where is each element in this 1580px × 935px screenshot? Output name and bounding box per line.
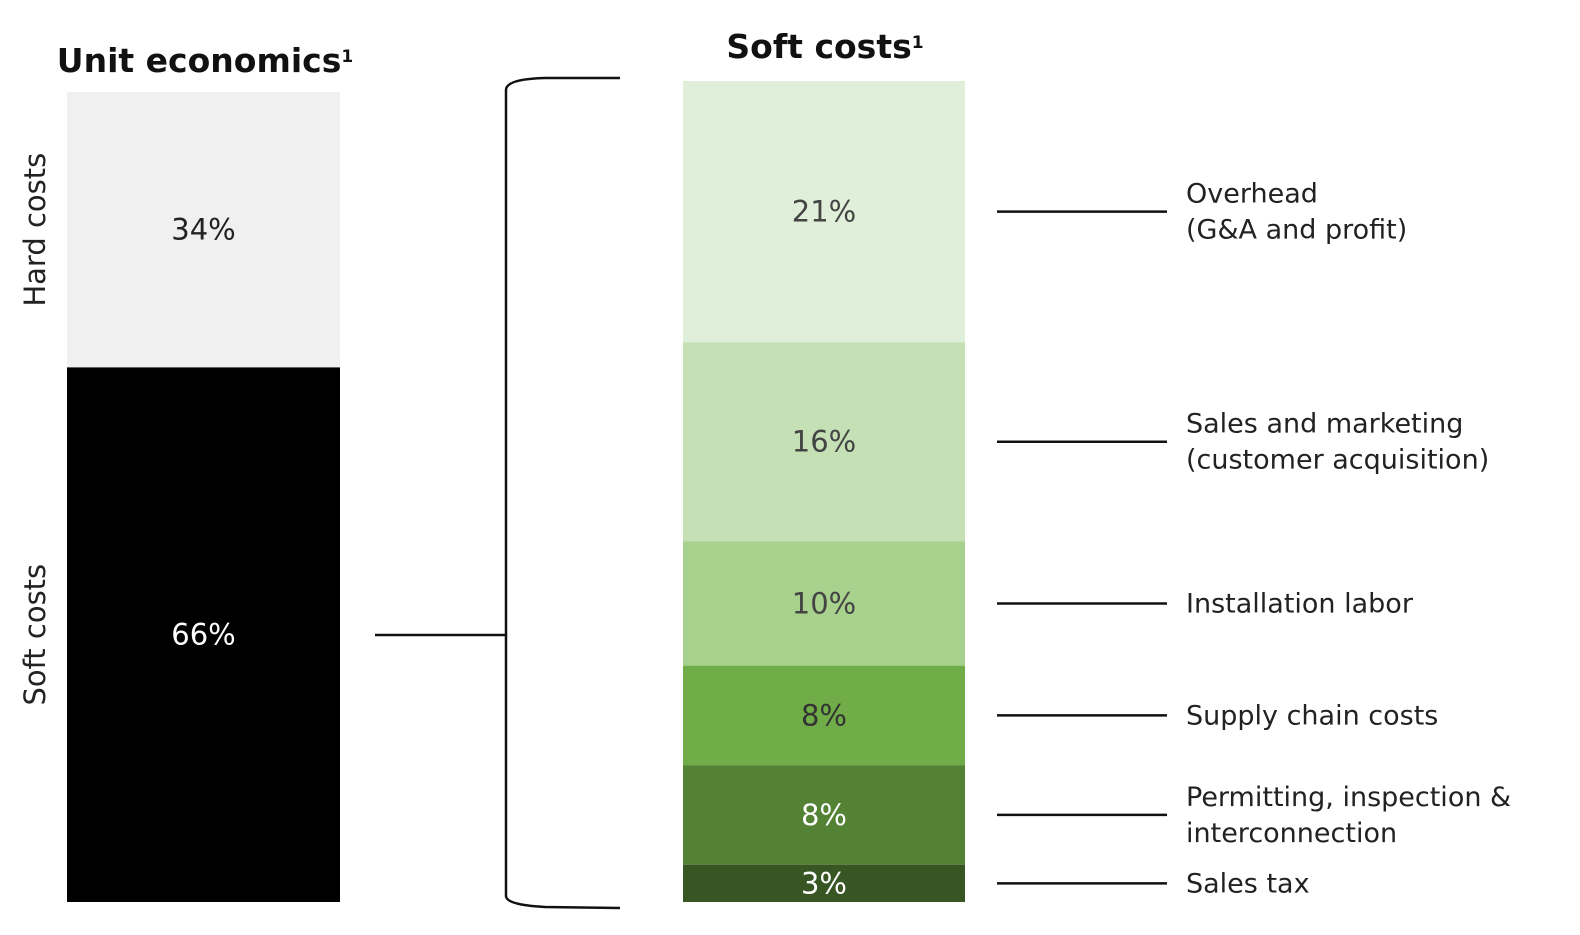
- legend-label-line: Overhead: [1186, 179, 1318, 210]
- unit-economics-bar: 34% 66%: [67, 92, 340, 902]
- series-label-soft-costs: Soft costs: [18, 564, 52, 706]
- legend-label-line: Sales and marketing: [1186, 409, 1463, 440]
- data-label-overhead-ganda-and-profit: 21%: [792, 195, 856, 229]
- footnote-marker: 1: [912, 33, 924, 53]
- bar-segment-soft-costs: [67, 367, 340, 902]
- legend-label-line: Supply chain costs: [1186, 700, 1438, 731]
- data-label-permitting-inspection-and-interconnection: 8%: [801, 798, 847, 832]
- legend-label-line: (G&A and profit): [1186, 215, 1407, 246]
- data-label-sales-tax: 3%: [801, 866, 847, 900]
- legend-label-sales-and-marketing-customer-acquisition: Sales and marketing (customer acquisition…: [1186, 409, 1489, 476]
- soft-costs-bar: 21% 16% 10% 8% 8% 3%: [683, 81, 965, 902]
- legend-label-sales-tax: Sales tax: [1186, 868, 1310, 899]
- bar-segment-supply-chain-costs: [683, 665, 965, 766]
- legend-label-overhead-ganda-and-profit: Overhead (G&A and profit): [1186, 179, 1407, 246]
- soft-costs-bracket: [375, 76, 621, 910]
- legend-label-installation-labor: Installation labor: [1186, 588, 1414, 619]
- bar-segment-hard-costs: [67, 92, 340, 368]
- left-bar-category-labels: Hard costs Soft costs: [18, 153, 52, 706]
- bracket-vertical-line: [504, 76, 621, 910]
- series-label-hard-costs: Hard costs: [18, 153, 52, 307]
- legend-label-line: Installation labor: [1186, 588, 1414, 619]
- data-label-hard-costs: 34%: [171, 213, 235, 247]
- legend-label-permitting-inspection-and-interconnection: Permitting, inspection & interconnection: [1186, 782, 1511, 849]
- data-label-installation-labor: 10%: [792, 586, 856, 620]
- data-label-supply-chain-costs: 8%: [801, 698, 847, 732]
- bar-segment-sales-and-marketing-customer-acquisition: [683, 342, 965, 542]
- bar-segment-overhead-ganda-and-profit: [683, 81, 965, 343]
- legend-label-supply-chain-costs: Supply chain costs: [1186, 700, 1438, 731]
- soft-costs-title: Soft costs1: [726, 27, 923, 66]
- bar-segment-installation-labor: [683, 541, 965, 666]
- legend-label-line: (customer acquisition): [1186, 445, 1489, 476]
- data-label-soft-costs: 66%: [171, 618, 235, 652]
- bar-segment-permitting-inspection-and-interconnection: [683, 765, 965, 865]
- soft-costs-legend: Overhead (G&A and profit) Sales and market…: [997, 179, 1511, 899]
- legend-label-line: interconnection: [1186, 818, 1397, 849]
- unit-economics-title: Unit economics1: [57, 41, 353, 80]
- data-label-sales-and-marketing-customer-acquisition: 16%: [792, 425, 856, 459]
- legend-label-line: Permitting, inspection &: [1186, 782, 1511, 813]
- bar-segment-sales-tax: [683, 864, 965, 902]
- footnote-marker: 1: [341, 47, 353, 67]
- legend-label-line: Sales tax: [1186, 868, 1310, 899]
